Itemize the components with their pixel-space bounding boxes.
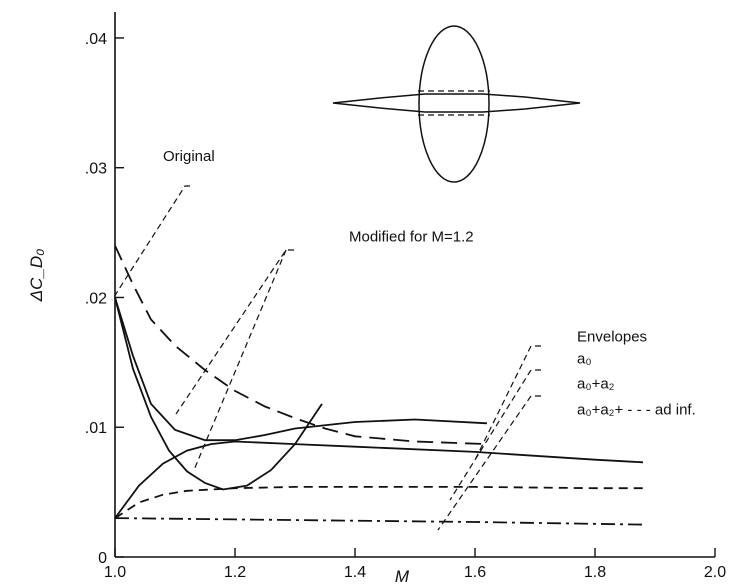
x-tick-label: 1.2 bbox=[224, 564, 246, 581]
series-group bbox=[114, 245, 644, 526]
annotation-label: a₀ bbox=[577, 351, 592, 368]
y-tick-label: .03 bbox=[85, 161, 107, 178]
annotation-label: Modified for M=1.2 bbox=[349, 229, 474, 246]
x-tick-label: 1.0 bbox=[104, 564, 126, 581]
series-line-3 bbox=[114, 440, 644, 519]
x-tick-label: 1.8 bbox=[584, 564, 606, 581]
x-axis-label: M bbox=[395, 567, 410, 585]
series-line-0 bbox=[114, 245, 488, 445]
x-tick-label: 1.6 bbox=[464, 564, 486, 581]
annotation-label: a₀+a₂ bbox=[577, 375, 615, 392]
annotations: Original Modified for M=1.2 Envelopes a₀ a₀+… bbox=[163, 148, 696, 418]
annotation-label: a₀+a₂+ - - - ad inf. bbox=[577, 401, 696, 418]
series-line-5 bbox=[114, 517, 644, 526]
y-tick-label: .04 bbox=[85, 31, 107, 48]
annotation-label: Original bbox=[163, 148, 215, 165]
leader-a0-a2-inf bbox=[437, 395, 541, 531]
y-tick-label: .01 bbox=[85, 420, 107, 437]
tick-labels: 1.0 1.2 1.4 1.6 1.8 2.0 0 .01 .02 .03 .04 bbox=[85, 31, 726, 581]
series-line-2 bbox=[114, 297, 488, 442]
series-line-1 bbox=[114, 297, 323, 491]
y-axis-label: ΔC_D₀ bbox=[27, 249, 46, 303]
x-tick-label: 1.4 bbox=[344, 564, 366, 581]
body-outline bbox=[418, 25, 490, 183]
y-tick-label: 0 bbox=[98, 550, 107, 567]
ticks bbox=[114, 37, 716, 558]
series-line-4 bbox=[114, 485, 643, 519]
leader-lines bbox=[111, 185, 541, 531]
wing-body-sketch bbox=[332, 25, 581, 183]
wing-outline bbox=[332, 93, 581, 113]
y-tick-label: .02 bbox=[85, 290, 107, 307]
leader-a0-a2 bbox=[449, 369, 541, 501]
leader-modified-1 bbox=[175, 249, 294, 415]
leader-a0 bbox=[475, 345, 541, 459]
leader-modified-2 bbox=[193, 249, 287, 471]
annotation-label: Envelopes bbox=[577, 329, 647, 346]
x-tick-label: 2.0 bbox=[704, 564, 726, 581]
leader-original bbox=[111, 185, 190, 301]
